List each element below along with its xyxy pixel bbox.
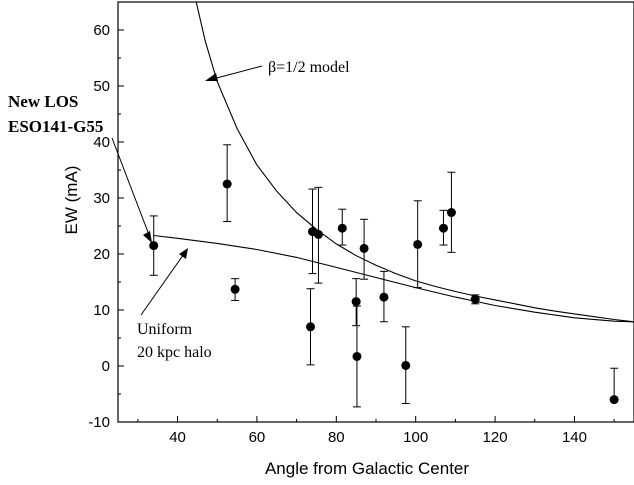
beta-model-arrowhead [205,73,218,81]
new-los-arrow [111,137,152,241]
x-tick-label: 140 [562,429,587,446]
new-los-label-line1: New LOS [8,92,78,111]
data-point [401,360,411,370]
x-tick-label: 120 [483,429,508,446]
data-point [438,223,448,233]
uniform-halo-curve [153,234,634,323]
x-tick-label: 80 [328,429,345,446]
data-point [306,322,316,332]
data-point [351,297,361,307]
data-point [413,239,423,249]
new-los-label-line2: ESO141-G55 [8,117,103,136]
uniform-arrowhead [179,248,188,259]
data-point [379,292,389,302]
y-tick-label: 40 [93,134,110,151]
y-tick-label: 0 [102,358,110,375]
data-point [359,243,369,253]
y-tick-label: 50 [93,78,110,95]
uniform-label-line2: 20 kpc halo [137,344,212,361]
y-tick-label: 20 [93,246,110,263]
x-tick-label: 100 [403,429,428,446]
x-axis-title: Angle from Galactic Center [265,459,469,478]
data-point [230,284,240,294]
y-tick-label: 10 [93,302,110,319]
data-points [149,144,619,408]
beta-model-arrow [208,65,263,81]
data-point [609,395,619,405]
uniform-arrow [140,250,187,316]
data-point [446,208,456,218]
x-tick-label: 60 [249,429,266,446]
new-los-arrowhead [143,231,152,243]
beta-model-label: β=1/2 model [268,59,350,76]
axis-ticks: 40 60 80 100 120 140 -10 0 10 20 30 40 50 60 [88,1,615,446]
data-point [352,351,362,361]
data-point [149,241,159,251]
beta-model-curve [195,2,634,323]
uniform-label-line1: Uniform [137,321,193,338]
data-point [313,229,323,239]
annotations: β=1/2 model New LOS ESO141-G55 Uniform 2… [8,59,350,361]
data-point [337,223,347,233]
y-tick-label: 30 [93,190,110,207]
y-tick-label: -10 [88,414,110,431]
data-point [470,294,480,304]
y-axis-title: EW (mA) [62,166,81,235]
x-tick-label: 40 [169,429,186,446]
data-point [222,179,232,189]
model-curves [153,2,634,323]
y-tick-label: 60 [93,22,110,39]
